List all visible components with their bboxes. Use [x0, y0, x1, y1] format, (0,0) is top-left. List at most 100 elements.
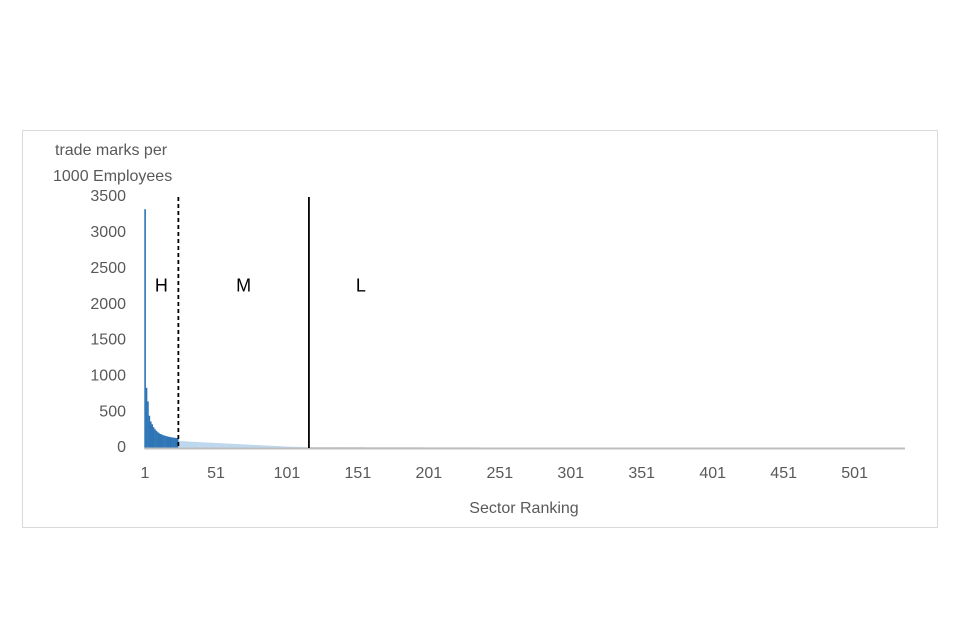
bar	[220, 443, 223, 448]
bar	[191, 441, 193, 448]
x-tick-label: 101	[274, 465, 301, 482]
bar	[189, 441, 192, 448]
y-tick-label: 2500	[90, 260, 126, 277]
bar	[151, 424, 154, 448]
x-tick-label: 501	[841, 465, 868, 482]
bar	[181, 441, 183, 448]
bar	[182, 441, 185, 448]
bar	[201, 442, 203, 448]
bar	[269, 445, 271, 448]
x-tick-label: 451	[770, 465, 797, 482]
bar	[262, 445, 264, 448]
bar	[152, 427, 155, 448]
bar	[257, 445, 260, 448]
bar	[169, 437, 172, 448]
bar	[179, 440, 182, 448]
bar	[267, 445, 270, 448]
bar	[260, 445, 263, 448]
y-tick-label: 2000	[90, 296, 126, 313]
bar	[283, 446, 286, 448]
bar	[223, 443, 226, 448]
bar	[237, 444, 240, 448]
bar	[209, 442, 212, 448]
bar	[172, 437, 175, 448]
bar	[196, 442, 199, 448]
bar	[256, 445, 259, 448]
bar	[226, 443, 229, 448]
bar	[174, 437, 176, 448]
bar	[277, 446, 280, 448]
bar	[280, 446, 283, 448]
bar	[225, 443, 227, 448]
bar	[162, 435, 165, 448]
x-tick-label: 51	[207, 465, 225, 482]
bar	[165, 436, 168, 448]
band-label: L	[356, 275, 366, 295]
bar	[291, 446, 294, 448]
bar	[298, 446, 301, 448]
bar	[208, 442, 210, 448]
bar	[286, 446, 288, 448]
bar	[161, 434, 163, 448]
bar	[245, 444, 247, 448]
bar	[192, 441, 195, 448]
bar	[193, 441, 196, 448]
bar	[159, 434, 162, 448]
bar	[144, 209, 146, 448]
x-tick-label: 251	[486, 465, 513, 482]
bar	[240, 444, 243, 448]
bar	[219, 443, 222, 448]
bar	[284, 446, 287, 448]
bar	[294, 446, 297, 448]
bar	[279, 446, 281, 448]
bar	[233, 443, 236, 448]
y-tick-label: 3000	[90, 224, 126, 241]
bar	[205, 442, 207, 448]
bar	[198, 442, 200, 448]
bar	[218, 443, 220, 448]
bar	[236, 444, 239, 448]
bar	[290, 446, 293, 448]
bar	[158, 433, 161, 448]
bar	[155, 430, 158, 448]
x-tick-label: 401	[699, 465, 726, 482]
bar	[254, 444, 257, 448]
bar	[216, 443, 219, 448]
bar	[147, 401, 149, 448]
bar	[293, 446, 295, 448]
chart-frame	[22, 130, 938, 528]
y-tick-label: 500	[99, 403, 126, 420]
bar	[149, 421, 152, 448]
bar	[276, 446, 278, 448]
bar	[212, 442, 215, 448]
bar	[188, 441, 190, 448]
bar	[185, 441, 188, 448]
bar	[297, 446, 300, 448]
y-axis-title: 1000 Employees	[53, 168, 172, 185]
bar	[239, 444, 242, 448]
y-tick-label: 3500	[90, 188, 126, 205]
bar	[167, 436, 169, 448]
bar	[215, 442, 217, 448]
bar	[213, 442, 216, 448]
bar	[154, 429, 156, 448]
y-tick-label: 1000	[90, 368, 126, 385]
bar	[230, 443, 233, 448]
bar	[195, 441, 198, 448]
x-tick-label: 1	[141, 465, 150, 482]
bar	[253, 444, 256, 448]
bar	[247, 444, 250, 448]
x-axis-title: Sector Ranking	[469, 500, 578, 517]
bar	[252, 444, 254, 448]
bar	[263, 445, 266, 448]
bar	[184, 441, 186, 448]
bar	[211, 442, 213, 448]
bar	[175, 438, 178, 448]
bar	[266, 445, 268, 448]
bar	[287, 446, 290, 448]
bar	[289, 446, 291, 448]
bar	[242, 444, 244, 448]
bar	[270, 445, 273, 448]
bar	[228, 443, 230, 448]
x-tick-label: 201	[416, 465, 443, 482]
